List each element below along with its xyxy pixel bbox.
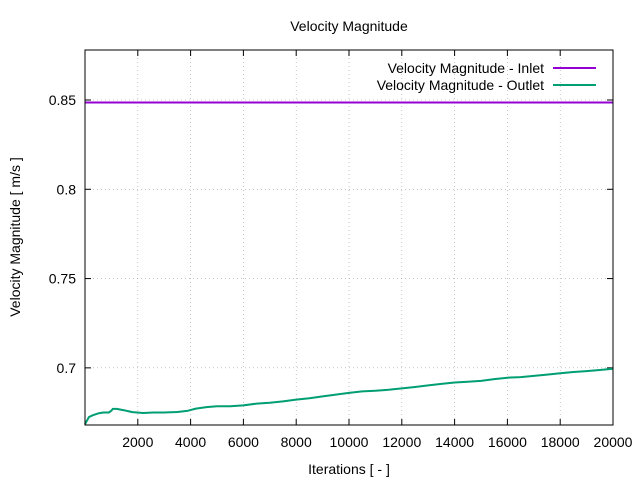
x-axis-label: Iterations [ - ] bbox=[308, 461, 390, 477]
x-tick-label: 18000 bbox=[541, 434, 580, 450]
legend-label-inlet: Velocity Magnitude - Inlet bbox=[388, 60, 545, 76]
x-tick-label: 10000 bbox=[330, 434, 369, 450]
plot-border bbox=[84, 49, 614, 426]
y-tick-label: 0.8 bbox=[57, 181, 77, 197]
y-tick-label: 0.85 bbox=[49, 92, 76, 108]
x-tick-label: 2000 bbox=[122, 434, 153, 450]
chart-title: Velocity Magnitude bbox=[290, 18, 408, 34]
y-tick-label: 0.7 bbox=[57, 360, 77, 376]
x-tick-label: 4000 bbox=[175, 434, 206, 450]
y-tick-label: 0.75 bbox=[49, 271, 76, 287]
legend-label-outlet: Velocity Magnitude - Outlet bbox=[377, 77, 544, 93]
x-tick-label: 8000 bbox=[281, 434, 312, 450]
series-line-outlet bbox=[84, 367, 614, 425]
grid bbox=[85, 50, 614, 425]
x-tick-label: 6000 bbox=[228, 434, 259, 450]
x-tick-label: 14000 bbox=[435, 434, 474, 450]
y-axis-label: Velocity Magnitude [ m/s ] bbox=[7, 157, 23, 317]
x-tick-label: 20000 bbox=[594, 434, 633, 450]
axis-ticks: 2000 4000 6000 8000 10000 12000 14000 16000 1800… bbox=[49, 50, 633, 450]
x-tick-label: 12000 bbox=[382, 434, 421, 450]
x-tick-label: 16000 bbox=[488, 434, 527, 450]
series-lines bbox=[84, 101, 614, 425]
